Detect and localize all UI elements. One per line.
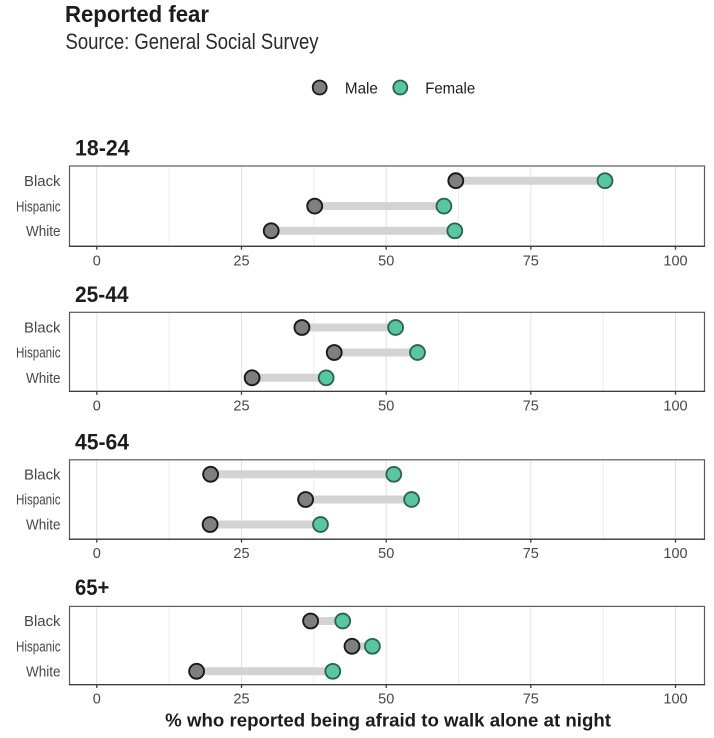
svg-text:100: 100 [663,398,687,414]
svg-text:Hispanic: Hispanic [16,639,61,656]
svg-text:Black: Black [24,173,61,190]
svg-text:75: 75 [523,398,539,414]
svg-text:50: 50 [378,546,394,562]
svg-text:75: 75 [523,253,539,269]
svg-text:Black: Black [24,467,61,484]
svg-text:Hispanic: Hispanic [16,345,61,362]
svg-text:White: White [26,517,61,534]
svg-text:25: 25 [233,253,249,269]
svg-text:18-24: 18-24 [75,136,130,161]
svg-text:25: 25 [233,692,249,708]
svg-text:% who reported being afraid to: % who reported being afraid to walk alon… [165,709,611,730]
svg-text:0: 0 [93,692,101,708]
svg-text:50: 50 [378,692,394,708]
svg-text:White: White [26,223,61,240]
svg-text:Black: Black [24,613,61,630]
svg-text:50: 50 [378,398,394,414]
svg-text:25: 25 [233,398,249,414]
svg-text:Hispanic: Hispanic [16,198,61,215]
svg-text:Source: General Social Survey: Source: General Social Survey [66,29,319,54]
svg-text:Male: Male [345,81,378,98]
svg-text:White: White [26,370,61,387]
svg-text:Hispanic: Hispanic [16,492,61,509]
svg-text:Female: Female [425,81,475,98]
svg-text:75: 75 [523,546,539,562]
svg-text:100: 100 [663,546,687,562]
svg-text:0: 0 [93,253,101,269]
svg-text:White: White [26,664,61,681]
svg-text:0: 0 [93,546,101,562]
svg-text:0: 0 [93,398,101,414]
svg-text:100: 100 [663,253,687,269]
svg-text:75: 75 [523,692,539,708]
svg-text:45-64: 45-64 [75,429,129,454]
svg-text:50: 50 [378,253,394,269]
svg-text:25: 25 [233,546,249,562]
svg-text:65+: 65+ [75,575,109,600]
svg-text:Black: Black [24,320,61,337]
svg-text:25-44: 25-44 [75,282,129,307]
svg-text:100: 100 [663,692,687,708]
svg-text:Reported fear: Reported fear [65,1,209,27]
